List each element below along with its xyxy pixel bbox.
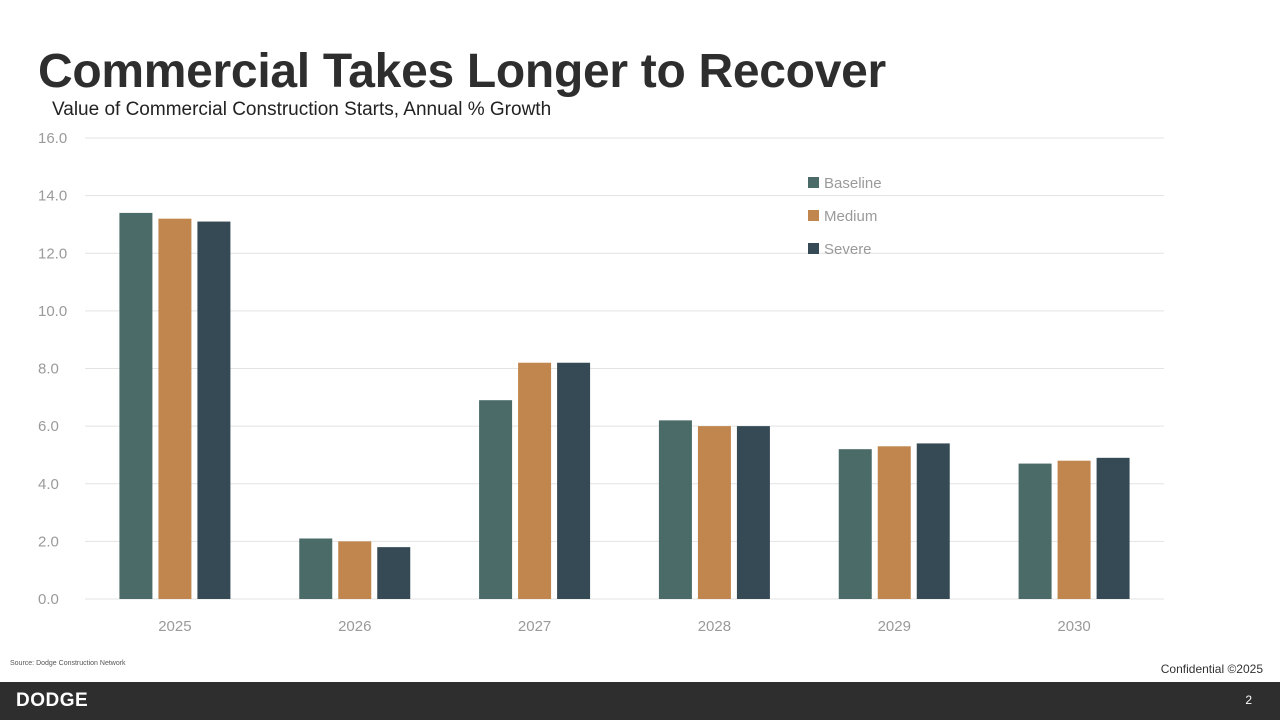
legend-swatch-severe (808, 243, 819, 254)
x-tick-label: 2028 (698, 618, 731, 635)
y-tick-label: 6.0 (38, 418, 59, 435)
legend-label-baseline: Baseline (824, 175, 882, 192)
bar-severe-2026 (377, 547, 411, 599)
y-tick-label: 12.0 (38, 245, 67, 262)
x-tick-label: 2027 (518, 618, 551, 635)
slide-title: Commercial Takes Longer to Recover (38, 45, 886, 98)
x-tick-label: 2029 (878, 618, 911, 635)
y-tick-label: 16.0 (38, 130, 67, 147)
bar-severe-2028 (736, 426, 770, 599)
bar-medium-2028 (697, 426, 731, 599)
bar-baseline-2025 (119, 212, 153, 599)
legend-swatch-baseline (808, 177, 819, 188)
y-tick-label: 8.0 (38, 361, 59, 378)
legend-swatch-medium (808, 210, 819, 221)
legend-label-medium: Medium (824, 208, 877, 225)
y-tick-label: 10.0 (38, 303, 67, 320)
bar-chart: 0.0 2.0 4.0 6.0 8.0 10.0 12.0 14.0 16.0 2025 2026 2… (38, 130, 1164, 635)
x-tick-label: 2025 (158, 618, 191, 635)
bar-severe-2025 (197, 221, 231, 599)
y-tick-label: 4.0 (38, 476, 59, 493)
bar-medium-2025 (158, 218, 192, 600)
bar-baseline-2029 (838, 449, 872, 599)
bar-baseline-2028 (658, 420, 692, 599)
chart-subtitle: Value of Commercial Construction Starts,… (52, 99, 552, 120)
dodge-logo: DODGE (16, 690, 89, 711)
source-note: Source: Dodge Construction Network (10, 660, 126, 667)
y-tick-label: 2.0 (38, 533, 59, 550)
bar-medium-2027 (518, 362, 552, 599)
footer-bar: DODGE 2 (0, 682, 1280, 720)
bar-medium-2026 (338, 541, 372, 599)
x-tick-label: 2026 (338, 618, 371, 635)
x-tick-label: 2030 (1057, 618, 1090, 635)
bar-baseline-2027 (479, 400, 513, 599)
bar-severe-2029 (916, 443, 950, 599)
y-tick-label: 0.0 (38, 591, 59, 608)
bar-medium-2030 (1057, 460, 1091, 599)
bar-baseline-2030 (1018, 463, 1052, 599)
bar-medium-2029 (877, 446, 911, 599)
confidential-note: Confidential ©2025 (1160, 662, 1263, 676)
y-tick-label: 14.0 (38, 188, 67, 205)
page-number: 2 (1245, 693, 1252, 707)
bar-severe-2027 (557, 362, 591, 599)
legend-label-severe: Severe (824, 241, 872, 258)
bar-severe-2030 (1096, 457, 1130, 599)
bar-baseline-2026 (299, 538, 333, 599)
